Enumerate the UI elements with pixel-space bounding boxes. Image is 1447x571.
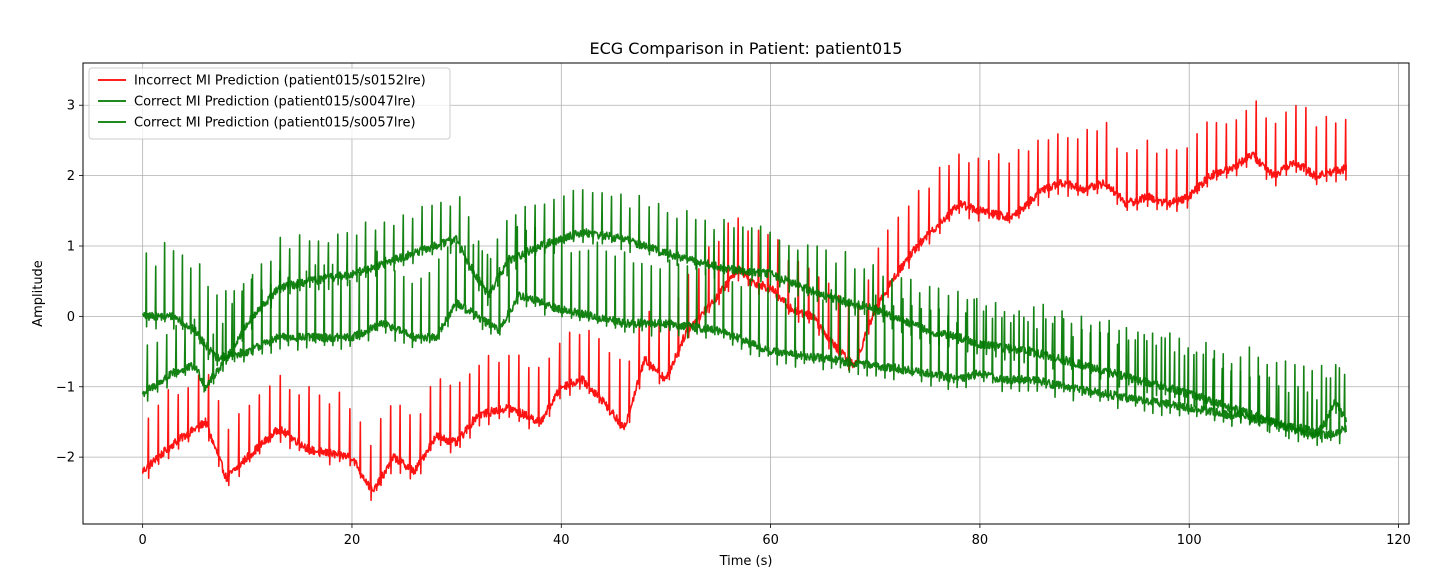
axis-ticks: 0 20 40 60 80 100 120 −2 −1 0 1 2 3 [56, 99, 1411, 548]
plot-frame [82, 62, 1410, 525]
x-tick-label: 120 [1386, 533, 1411, 548]
series-layer [141, 100, 1348, 501]
y-tick-label: −2 [56, 451, 75, 466]
y-tick-label: 0 [67, 310, 75, 325]
legend: Incorrect MI Prediction (patient015/s015… [88, 67, 451, 140]
x-tick-label: 0 [139, 533, 147, 548]
x-tick-label: 60 [762, 533, 779, 548]
legend-label: Correct MI Prediction (patient015/s0057l… [134, 116, 416, 131]
legend-box [88, 67, 451, 140]
chart-title: ECG Comparison in Patient: patient015 [590, 39, 903, 58]
y-tick-label: 3 [67, 99, 75, 114]
x-tick-label: 80 [972, 533, 989, 548]
y-tick-label: 1 [67, 239, 75, 254]
x-axis-title: Time (s) [719, 554, 773, 569]
x-tick-label: 40 [553, 533, 570, 548]
legend-label: Incorrect MI Prediction (patient015/s015… [134, 74, 426, 89]
y-axis-title: Amplitude [31, 260, 46, 327]
series-line-3 [141, 188, 1348, 447]
series-line-2 [141, 225, 1348, 445]
y-tick-label: 2 [67, 169, 75, 184]
y-tick-label: −1 [56, 380, 75, 395]
x-tick-label: 100 [1177, 533, 1202, 548]
x-tick-label: 20 [344, 533, 361, 548]
legend-label: Correct MI Prediction (patient015/s0047l… [134, 95, 416, 110]
